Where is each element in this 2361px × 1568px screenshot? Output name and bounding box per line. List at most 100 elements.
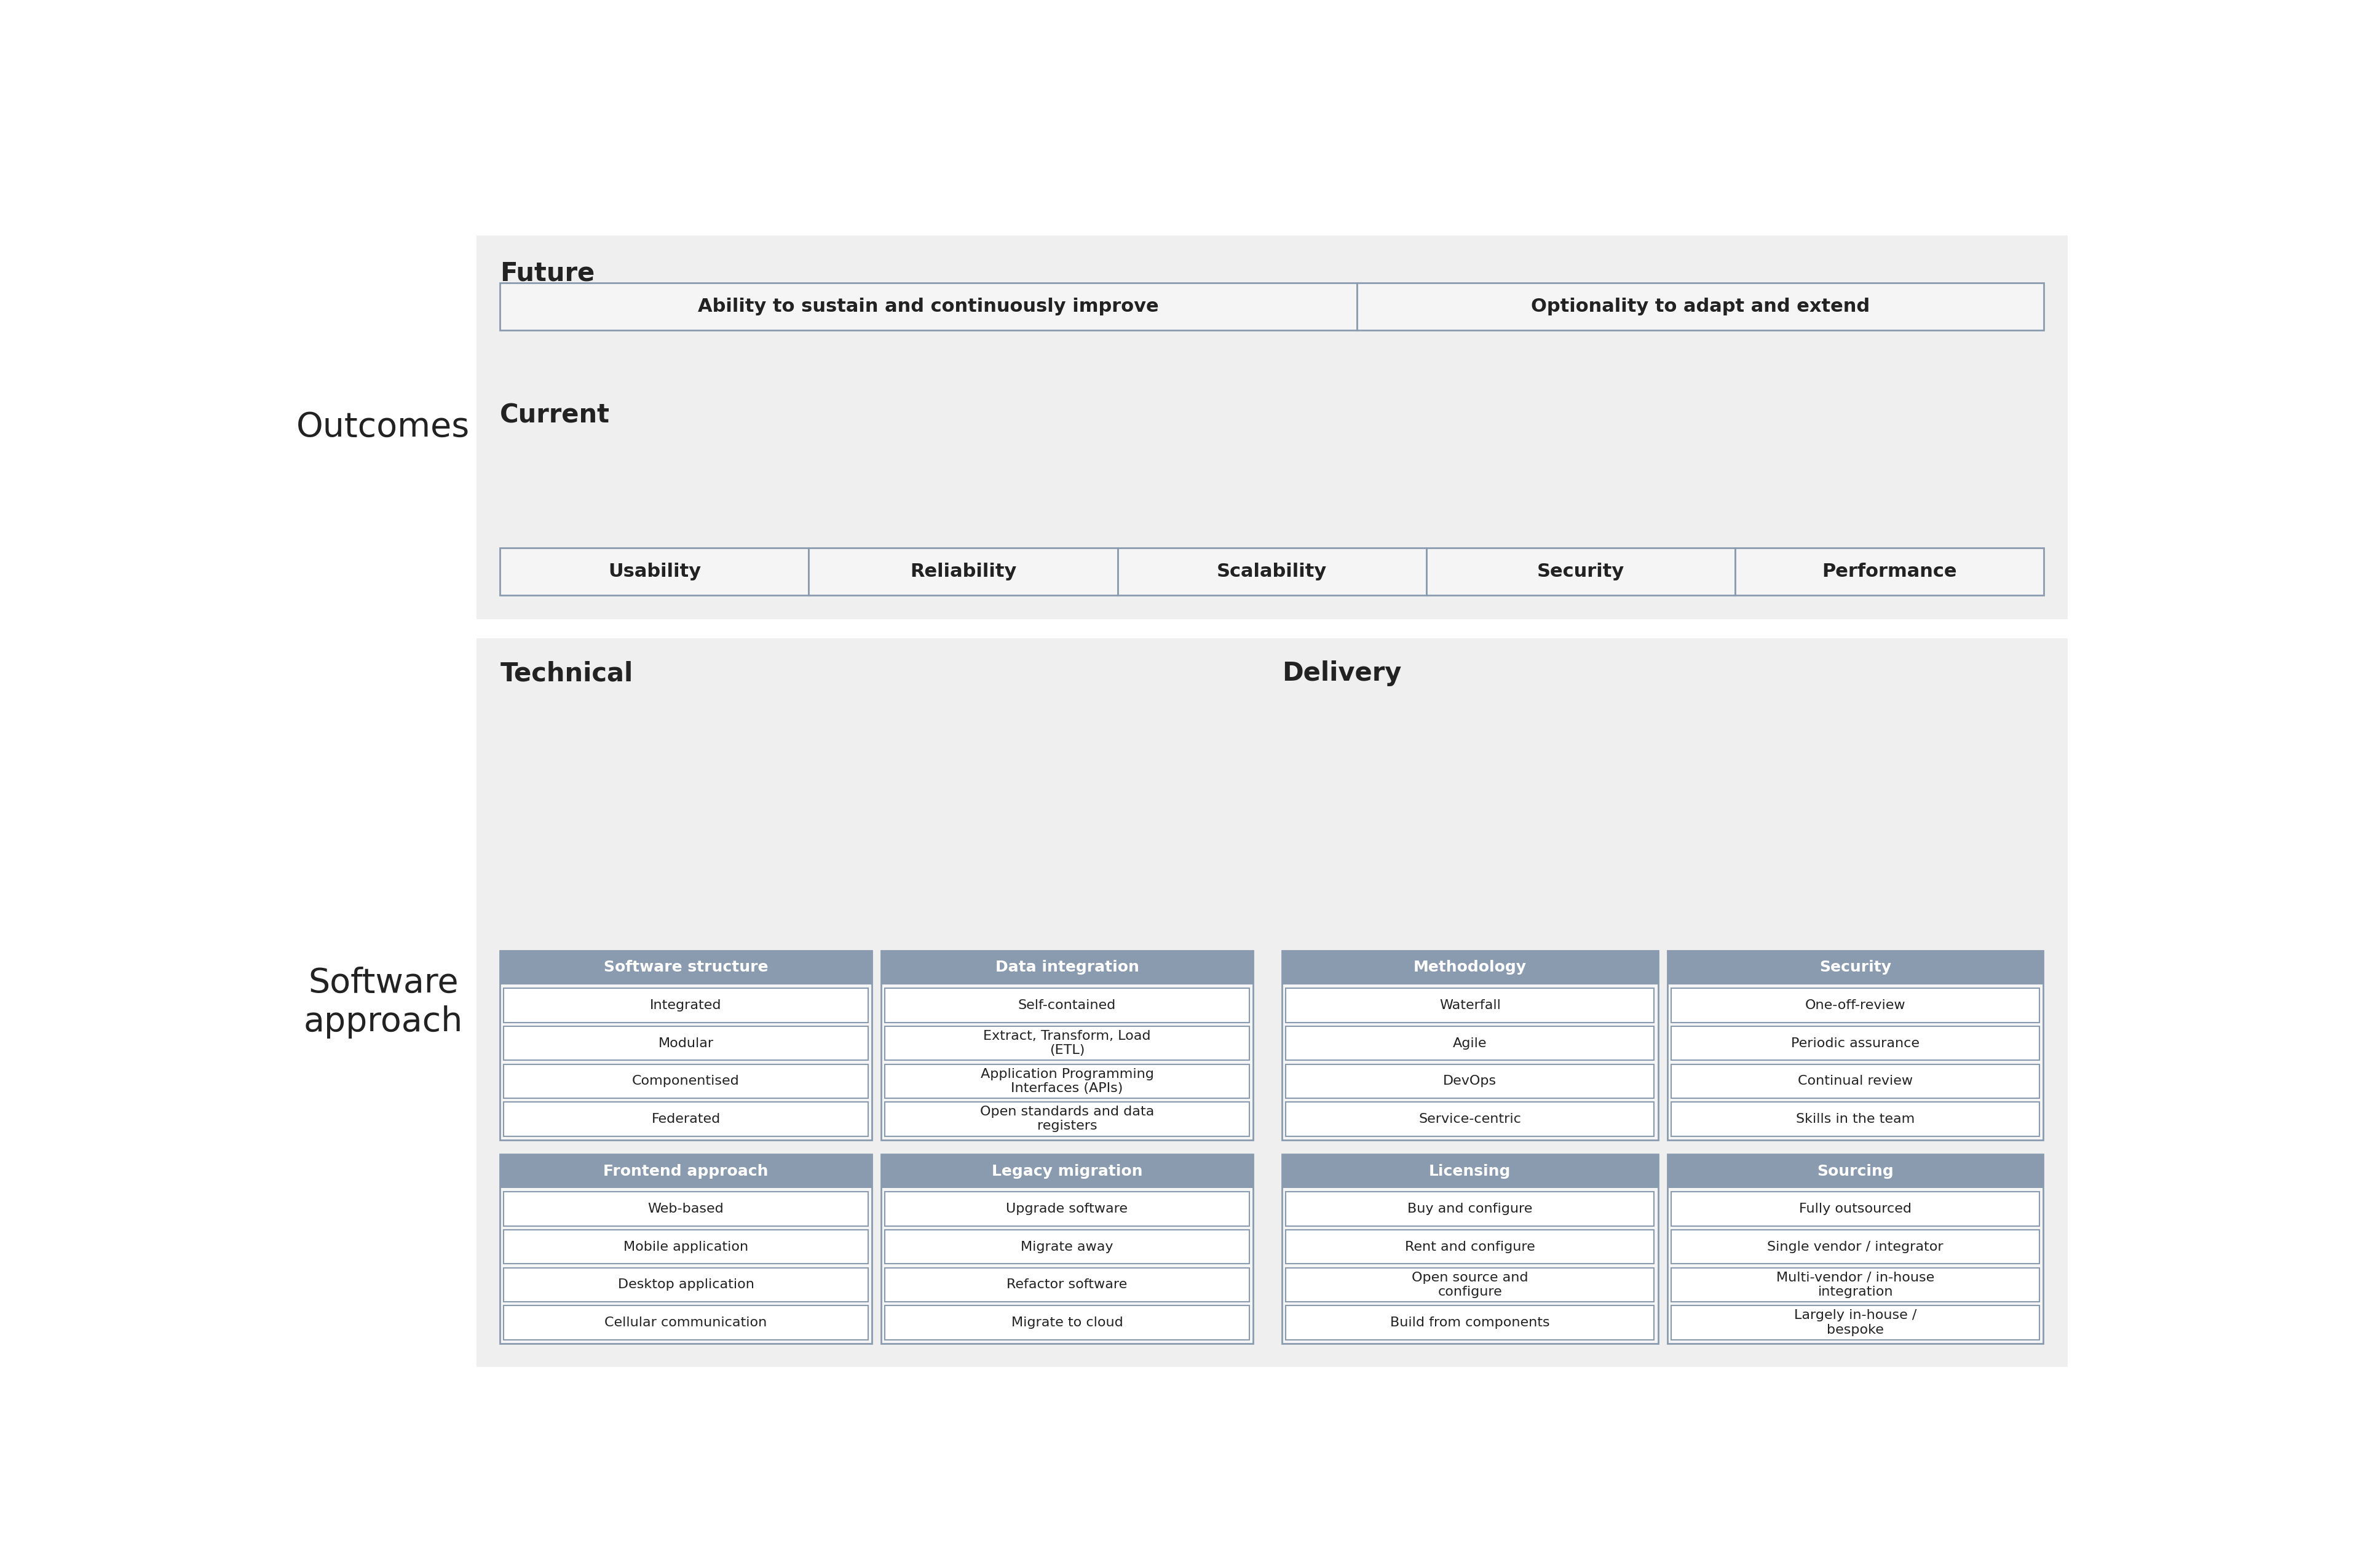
FancyBboxPatch shape [1287,1306,1655,1339]
FancyBboxPatch shape [1426,547,1735,596]
FancyBboxPatch shape [501,1154,871,1189]
FancyBboxPatch shape [1735,547,2045,596]
Text: Software
approach: Software approach [305,967,463,1038]
FancyBboxPatch shape [501,950,871,985]
FancyBboxPatch shape [1282,950,1657,985]
FancyBboxPatch shape [885,1229,1249,1264]
FancyBboxPatch shape [477,638,2068,1367]
Text: Current: Current [501,403,609,428]
FancyBboxPatch shape [1672,1192,2040,1226]
FancyBboxPatch shape [1287,1102,1655,1137]
Text: Rent and configure: Rent and configure [1405,1240,1535,1253]
Text: Waterfall: Waterfall [1440,999,1502,1011]
Text: Delivery: Delivery [1282,660,1402,687]
FancyBboxPatch shape [503,1306,869,1339]
Text: Multi-vendor / in-house
integration: Multi-vendor / in-house integration [1775,1272,1934,1298]
FancyBboxPatch shape [885,988,1249,1022]
FancyBboxPatch shape [1117,547,1426,596]
Text: Self-contained: Self-contained [1018,999,1117,1011]
FancyBboxPatch shape [1287,1229,1655,1264]
Text: Reliability: Reliability [909,563,1018,580]
Text: Continual review: Continual review [1799,1076,1912,1087]
Text: Frontend approach: Frontend approach [604,1163,767,1179]
FancyBboxPatch shape [1287,1065,1655,1098]
FancyBboxPatch shape [503,1065,869,1098]
FancyBboxPatch shape [1287,1267,1655,1301]
FancyBboxPatch shape [885,1102,1249,1137]
Text: Scalability: Scalability [1216,563,1327,580]
Text: Componentised: Componentised [633,1076,739,1087]
Text: Agile: Agile [1452,1036,1487,1049]
Text: Security: Security [1537,563,1624,580]
Text: Migrate away: Migrate away [1020,1240,1114,1253]
Text: Application Programming
Interfaces (APIs): Application Programming Interfaces (APIs… [980,1068,1155,1094]
FancyBboxPatch shape [1667,950,2042,985]
Text: Methodology: Methodology [1414,960,1528,975]
Text: Periodic assurance: Periodic assurance [1792,1036,1919,1049]
FancyBboxPatch shape [885,1025,1249,1060]
FancyBboxPatch shape [1287,1025,1655,1060]
Text: Outcomes: Outcomes [297,411,470,444]
Text: Web-based: Web-based [647,1203,725,1215]
FancyBboxPatch shape [885,1192,1249,1226]
Text: Buy and configure: Buy and configure [1407,1203,1532,1215]
Text: Single vendor / integrator: Single vendor / integrator [1768,1240,1943,1253]
FancyBboxPatch shape [810,547,1117,596]
FancyBboxPatch shape [503,1192,869,1226]
Text: Extract, Transform, Load
(ETL): Extract, Transform, Load (ETL) [982,1030,1150,1057]
Text: Optionality to adapt and extend: Optionality to adapt and extend [1530,298,1870,315]
Text: Build from components: Build from components [1391,1317,1549,1328]
FancyBboxPatch shape [503,1025,869,1060]
Text: Sourcing: Sourcing [1818,1163,1894,1179]
Text: Licensing: Licensing [1428,1163,1511,1179]
FancyBboxPatch shape [885,1267,1249,1301]
FancyBboxPatch shape [501,1154,871,1344]
Text: Ability to sustain and continuously improve: Ability to sustain and continuously impr… [699,298,1159,315]
FancyBboxPatch shape [881,950,1254,1140]
Text: Modular: Modular [659,1036,713,1049]
FancyBboxPatch shape [1282,1154,1657,1344]
Text: Future: Future [501,260,595,287]
FancyBboxPatch shape [501,547,810,596]
Text: Refactor software: Refactor software [1006,1278,1129,1290]
FancyBboxPatch shape [1667,1154,2042,1189]
FancyBboxPatch shape [881,950,1254,985]
Text: Open standards and data
registers: Open standards and data registers [980,1105,1155,1132]
Text: Software structure: Software structure [604,960,767,975]
FancyBboxPatch shape [885,1306,1249,1339]
Text: Migrate to cloud: Migrate to cloud [1011,1317,1124,1328]
FancyBboxPatch shape [503,1102,869,1137]
FancyBboxPatch shape [1287,1192,1655,1226]
FancyBboxPatch shape [477,235,2068,619]
Text: Cellular communication: Cellular communication [604,1317,767,1328]
FancyBboxPatch shape [501,950,871,1140]
Text: Service-centric: Service-centric [1419,1113,1520,1126]
FancyBboxPatch shape [1672,1102,2040,1137]
Text: Legacy migration: Legacy migration [992,1163,1143,1179]
Text: Skills in the team: Skills in the team [1797,1113,1915,1126]
FancyBboxPatch shape [881,1154,1254,1344]
FancyBboxPatch shape [1358,282,2045,331]
FancyBboxPatch shape [1287,988,1655,1022]
FancyBboxPatch shape [1282,1154,1657,1189]
Text: Upgrade software: Upgrade software [1006,1203,1129,1215]
FancyBboxPatch shape [503,988,869,1022]
Text: Open source and
configure: Open source and configure [1412,1272,1528,1298]
Text: Technical: Technical [501,660,633,687]
Text: One-off-review: One-off-review [1806,999,1905,1011]
Text: Data integration: Data integration [996,960,1138,975]
FancyBboxPatch shape [881,1154,1254,1189]
FancyBboxPatch shape [1282,950,1657,1140]
FancyBboxPatch shape [1672,988,2040,1022]
Text: Usability: Usability [607,563,701,580]
Text: Security: Security [1820,960,1891,975]
FancyBboxPatch shape [501,282,1358,331]
FancyBboxPatch shape [503,1229,869,1264]
FancyBboxPatch shape [1672,1306,2040,1339]
FancyBboxPatch shape [885,1065,1249,1098]
FancyBboxPatch shape [1672,1229,2040,1264]
FancyBboxPatch shape [503,1267,869,1301]
Text: Fully outsourced: Fully outsourced [1799,1203,1912,1215]
Text: Integrated: Integrated [649,999,722,1011]
Text: Performance: Performance [1823,563,1957,580]
